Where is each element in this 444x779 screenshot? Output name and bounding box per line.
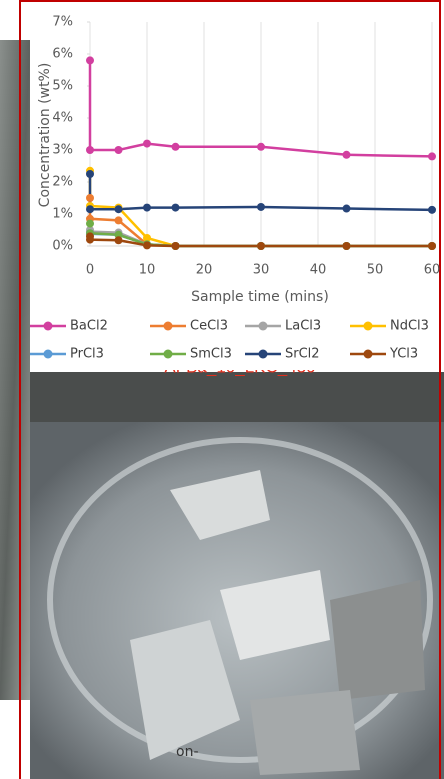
y-tick-label: 2%: [52, 175, 73, 190]
data-point: [86, 170, 94, 178]
data-point: [343, 205, 351, 213]
legend-marker: [164, 350, 173, 359]
legend-label: PrCl3: [70, 347, 104, 362]
legend-marker: [364, 350, 373, 359]
data-point: [115, 236, 123, 244]
data-point: [86, 56, 94, 64]
legend-label: LaCl3: [285, 319, 321, 334]
data-point: [428, 152, 436, 160]
data-point: [115, 205, 123, 213]
y-tick-label: 7%: [52, 15, 73, 30]
x-tick-label: 30: [253, 263, 270, 278]
data-point: [343, 242, 351, 250]
legend-marker: [164, 322, 173, 331]
legend-label: YCl3: [389, 347, 418, 362]
x-tick-label: 50: [367, 263, 384, 278]
y-tick-label: 5%: [52, 79, 73, 94]
page-strip: [0, 700, 30, 779]
data-point: [257, 242, 265, 250]
data-point: [172, 143, 180, 151]
y-tick-label: 1%: [52, 207, 73, 222]
data-point: [428, 206, 436, 214]
data-point: [143, 241, 151, 249]
data-point: [86, 194, 94, 202]
legend-marker: [364, 322, 373, 331]
legend-label: SmCl3: [190, 347, 232, 362]
data-point: [115, 216, 123, 224]
y-tick-label: 6%: [52, 47, 73, 62]
data-point: [257, 143, 265, 151]
data-point: [172, 242, 180, 250]
salt-piece: [330, 580, 425, 700]
legend-marker: [44, 350, 53, 359]
data-point: [428, 242, 436, 250]
x-tick-label: 20: [196, 263, 213, 278]
data-point: [86, 236, 94, 244]
data-point: [172, 204, 180, 212]
legend-label: BaCl2: [70, 319, 108, 334]
screenshot: on- AFBa_10_LKC_450 Concentration (wt%) …: [0, 0, 444, 779]
x-axis-label: Sample time (mins): [191, 289, 329, 305]
page-text: on-: [176, 744, 199, 760]
data-point: [86, 205, 94, 213]
equipment-photo: [30, 372, 444, 422]
legend-label: CeCl3: [190, 319, 228, 334]
x-tick-label: 10: [139, 263, 156, 278]
data-point: [86, 146, 94, 154]
y-tick-label: 0%: [52, 239, 73, 254]
legend-marker: [259, 350, 268, 359]
x-tick-label: 60: [424, 263, 441, 278]
data-point: [86, 220, 94, 228]
y-axis-label: Concentration (wt%): [37, 63, 53, 208]
legend-marker: [44, 322, 53, 331]
data-point: [143, 140, 151, 148]
y-tick-label: 3%: [52, 143, 73, 158]
y-tick-label: 4%: [52, 111, 73, 126]
x-tick-label: 40: [310, 263, 327, 278]
x-tick-label: 0: [86, 263, 94, 278]
lab-photo: [0, 40, 30, 700]
salt-piece: [250, 690, 360, 775]
legend-label: NdCl3: [390, 319, 429, 334]
data-point: [115, 146, 123, 154]
legend-label: SrCl2: [285, 347, 320, 362]
legend-marker: [259, 322, 268, 331]
data-point: [257, 203, 265, 211]
data-point: [343, 151, 351, 159]
data-point: [143, 204, 151, 212]
